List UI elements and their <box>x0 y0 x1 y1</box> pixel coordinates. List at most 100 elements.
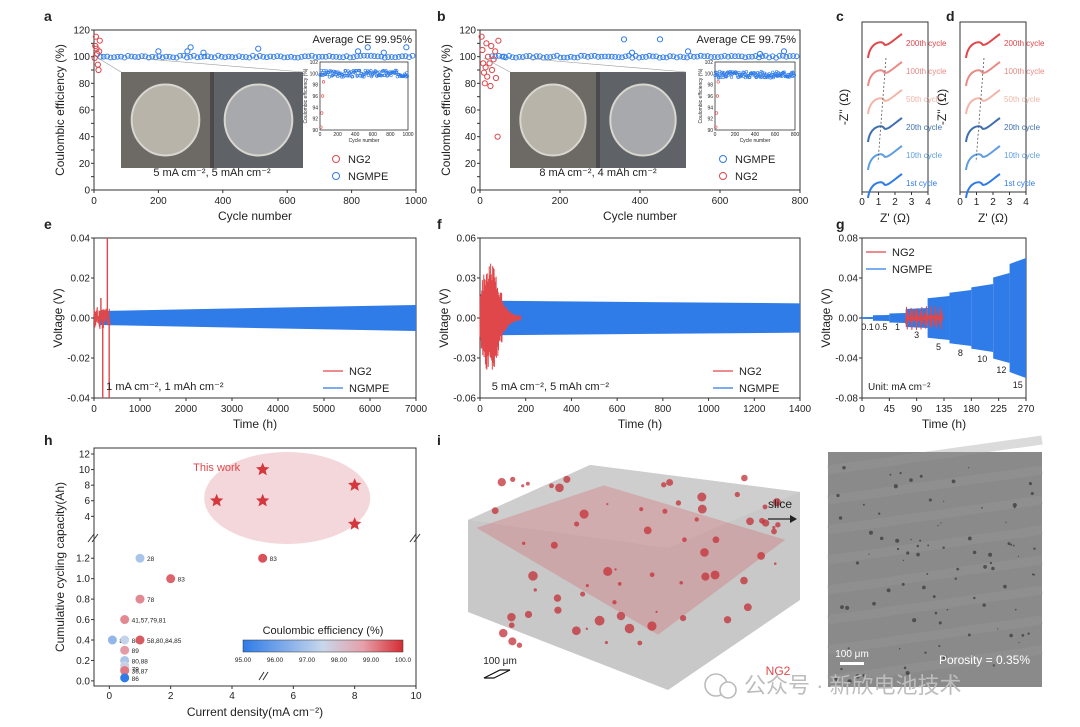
colorbar-tick-label: 99.00 <box>363 657 380 664</box>
void-particle <box>508 637 517 646</box>
void-particle <box>579 509 589 519</box>
ce-point-ngmpe-b <box>598 53 605 60</box>
y-tick-label-a: 60 <box>79 106 91 117</box>
inset-point-ng2-a <box>319 125 323 129</box>
literature-point <box>120 645 130 655</box>
inset-point-b <box>723 75 727 79</box>
ce-point-ngmpe-b <box>639 54 646 60</box>
x-tick-label-g: 0 <box>859 404 865 415</box>
ce-point-ngmpe-a <box>145 54 152 61</box>
ce-point-ngmpe-a <box>288 53 294 60</box>
ce-point-ngmpe-a <box>357 53 364 59</box>
x-tick-label-e: 0 <box>91 404 97 415</box>
void-particle <box>700 548 709 557</box>
zoom-line-a <box>97 57 122 73</box>
void-particle <box>682 537 687 543</box>
literature-point <box>135 635 145 645</box>
x-tick-label-d: 1 <box>974 197 980 208</box>
void-particle <box>666 478 674 486</box>
axis-break-h <box>258 671 269 681</box>
watermark-text: 公众号 · 新欣电池技术 <box>744 673 962 698</box>
ce-point-ng2-b <box>488 66 496 74</box>
void-particle <box>701 572 710 581</box>
ce-point-ngmpe-a <box>319 53 326 60</box>
this-work-star <box>256 462 270 476</box>
ce-point-ngmpe-b <box>526 53 533 59</box>
ce-point-ngmpe-b <box>694 53 701 60</box>
ce-point-ngmpe-a <box>298 54 305 60</box>
voltage-band-ngmpe-e <box>98 305 416 331</box>
void-particle <box>521 484 525 488</box>
ce-a-legend-marker <box>332 155 340 163</box>
inset-point-b <box>725 70 730 74</box>
x-tick-label-e: 7000 <box>405 404 428 415</box>
ce-point-ngmpe-b <box>622 53 629 60</box>
y-tick-label-e: 0.04 <box>71 234 91 245</box>
test-condition-f: 5 mA cm⁻², 5 mAh cm⁻² <box>492 381 610 393</box>
literature-point <box>135 553 145 563</box>
ce-point-ngmpe-a <box>267 53 274 60</box>
ce-point-ngmpe-a <box>211 54 218 61</box>
voltage-band-ngmpe-f <box>482 300 800 336</box>
void-particle <box>554 606 562 614</box>
ce-point-ngmpe-a <box>163 53 169 60</box>
electrode-disc-b <box>609 83 677 157</box>
ce-point-ngmpe-a <box>128 53 135 60</box>
sem-scale-label: 100 μm <box>835 649 869 660</box>
literature-point <box>107 635 117 645</box>
sem-pore <box>834 676 839 682</box>
rate-step-label: 10 <box>977 354 987 364</box>
void-particle <box>624 623 635 634</box>
void-particle <box>528 571 538 581</box>
inset-point-a <box>392 71 396 75</box>
ce-point-ngmpe-b <box>530 54 536 61</box>
sem-pore <box>1007 542 1011 545</box>
inset-y-tick-label-b: 90 <box>707 128 713 134</box>
x-tick-label-c: 1 <box>876 197 882 208</box>
inset-point-ng2-a <box>321 80 326 84</box>
inset-x-label-a: Cycle number <box>349 138 380 144</box>
colorbar-tick-label: 100.0 <box>395 657 412 664</box>
sem-pore <box>878 512 881 515</box>
ce-point-ng2-b <box>494 133 501 140</box>
sem-pore <box>1031 573 1034 576</box>
nyquist-label-d: 100th cycle <box>1004 67 1045 76</box>
sem-pore <box>840 605 844 610</box>
colorbar-tick-label: 97.00 <box>299 657 316 664</box>
ce-point-ngmpe-a <box>201 53 208 60</box>
rate-step-label: 5 <box>936 342 941 352</box>
ce-point-ngmpe-b <box>745 53 752 60</box>
y-tick-label-b: 20 <box>465 159 477 170</box>
sem-pore <box>903 666 907 670</box>
x-tick-label-g: 135 <box>936 404 953 415</box>
x-axis-label-b: Cycle number <box>603 209 677 223</box>
ce-point-ngmpe-b <box>721 53 728 59</box>
sem-pore <box>845 605 850 610</box>
rate-step-label: 12 <box>996 365 1006 375</box>
void-particle <box>679 580 684 585</box>
void-particle <box>521 541 526 545</box>
sem-pore <box>1027 632 1030 635</box>
ce-point-ngmpe-b <box>732 53 738 60</box>
x-tick-label-c: 3 <box>909 197 915 208</box>
sem-pore <box>954 577 957 580</box>
ce-point-ng2-b <box>482 64 489 71</box>
ce-point-ngmpe-b <box>605 53 612 60</box>
inset-point-b <box>729 75 734 79</box>
ce-point-ngmpe-a <box>215 52 222 59</box>
void-particle <box>516 642 523 648</box>
void-particle <box>655 610 658 613</box>
inset-point-b <box>748 75 752 79</box>
ce-point-ngmpe-a <box>309 52 315 59</box>
void-particle <box>759 517 765 524</box>
ce-point-ngmpe-a <box>380 49 387 56</box>
inset-y-tick-label-b: 96 <box>707 94 713 100</box>
sem-pore <box>872 601 876 606</box>
x-tick-label-e: 5000 <box>313 404 336 415</box>
nyquist-curve-d <box>965 61 1001 87</box>
zoom-line-a <box>133 57 304 73</box>
ce-point-ngmpe-b <box>756 54 762 61</box>
sem-pore <box>981 506 983 509</box>
void-particle <box>762 504 768 510</box>
